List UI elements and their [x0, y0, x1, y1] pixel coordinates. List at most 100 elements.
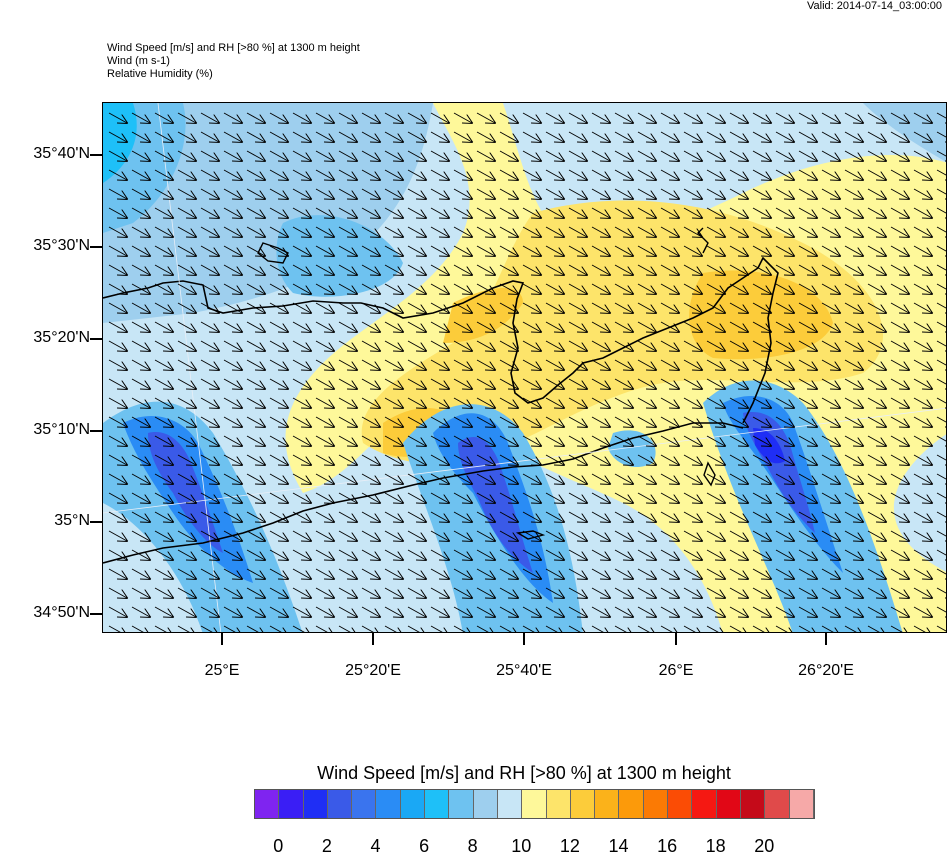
wind-vector [269, 245, 288, 256]
wind-vector [430, 511, 449, 522]
wind-vector [775, 454, 794, 465]
colorbar-swatch [740, 790, 766, 818]
wind-vector [890, 131, 909, 142]
wind-vector [223, 549, 242, 560]
wind-vector [821, 169, 840, 180]
wind-vector [568, 435, 587, 446]
wind-vector [200, 169, 219, 180]
wind-vector [269, 587, 288, 598]
wind-vector [154, 264, 173, 275]
wind-vector [154, 378, 173, 389]
wind-vector [867, 606, 886, 617]
wind-vector [407, 378, 426, 389]
wind-vector [522, 378, 541, 389]
wind-vector [361, 606, 380, 617]
wind-vector [292, 207, 311, 218]
wind-vector [338, 378, 357, 389]
colorbar-tick-label: 18 [705, 836, 726, 856]
wind-vector [890, 549, 909, 560]
wind-vector [568, 226, 587, 237]
wind-vector [775, 150, 794, 161]
wind-vector [913, 207, 932, 218]
colorbar-swatch [643, 790, 669, 818]
wind-vector [890, 302, 909, 313]
wind-vector [131, 568, 150, 579]
wind-vector [706, 549, 725, 560]
wind-vector [177, 207, 196, 218]
wind-vector [361, 416, 380, 427]
wind-vector [476, 454, 495, 465]
wind-vector [706, 226, 725, 237]
wind-vector [476, 112, 495, 123]
lat-label-34-50: 34°50'N [33, 604, 90, 621]
wind-vector [729, 188, 748, 199]
wind-vector [591, 150, 610, 161]
wind-vector [522, 568, 541, 579]
wind-vector [913, 530, 932, 541]
wind-vector [706, 359, 725, 370]
colorbar-swatch [376, 790, 401, 818]
wind-vector [545, 188, 564, 199]
wind-vector [591, 226, 610, 237]
wind-vector [913, 188, 932, 199]
wind-vector [131, 416, 150, 427]
wind-vector [499, 473, 518, 484]
wind-vector [522, 245, 541, 256]
lat-tick [90, 338, 102, 340]
wind-vector [315, 454, 334, 465]
wind-vector [154, 606, 173, 617]
wind-vector [660, 606, 679, 617]
wind-vector [614, 207, 633, 218]
colorbar-tick-label: 16 [657, 836, 678, 856]
wind-vector [752, 131, 771, 142]
wind-vector [706, 131, 725, 142]
wind-vector [936, 245, 946, 256]
wind-vector [821, 226, 840, 237]
wind-vector [614, 302, 633, 313]
wind-vector [430, 435, 449, 446]
wind-vector [867, 587, 886, 598]
wind-vector [798, 283, 817, 294]
wind-vector [591, 131, 610, 142]
wind-vector [338, 511, 357, 522]
wind-vector [476, 492, 495, 503]
wind-vector [453, 435, 472, 446]
wind-vector [936, 454, 946, 465]
wind-vector [384, 473, 403, 484]
wind-vector [637, 397, 656, 408]
wind-vector [867, 169, 886, 180]
wind-vector [913, 112, 932, 123]
wind-vector [706, 473, 725, 484]
wind-vector [890, 435, 909, 446]
colorbar-swatch [279, 790, 304, 818]
wind-vector [292, 321, 311, 332]
wind-vector [177, 492, 196, 503]
wind-vector [545, 378, 564, 389]
wind-vector [844, 606, 863, 617]
wind-vector [315, 283, 334, 294]
wind-vector [798, 378, 817, 389]
wind-vector [246, 435, 265, 446]
wind-vector [315, 378, 334, 389]
wind-vector [706, 321, 725, 332]
wind-vector [913, 416, 932, 427]
wind-vector [499, 397, 518, 408]
wind-vector [844, 378, 863, 389]
wind-vector [384, 378, 403, 389]
wind-vector [890, 340, 909, 351]
wind-vector [729, 454, 748, 465]
wind-vector [775, 321, 794, 332]
wind-vector [384, 340, 403, 351]
wind-vector [637, 302, 656, 313]
wind-vector [890, 283, 909, 294]
wind-vector [200, 112, 219, 123]
wind-vector [821, 473, 840, 484]
wind-vector [683, 454, 702, 465]
lat-label-35: 35°N [54, 512, 90, 529]
wind-vector [568, 112, 587, 123]
map-field [103, 103, 946, 632]
wind-vector [821, 416, 840, 427]
wind-vector [407, 321, 426, 332]
wind-vector [775, 245, 794, 256]
wind-vector [637, 131, 656, 142]
